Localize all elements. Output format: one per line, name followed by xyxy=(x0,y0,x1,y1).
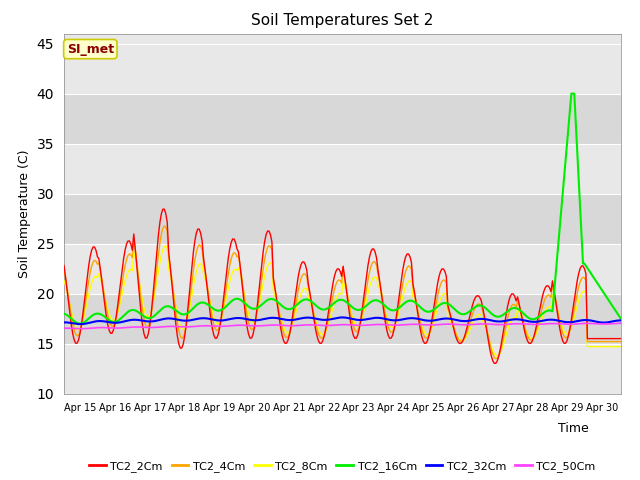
TC2_16Cm xyxy=(616,313,623,319)
Title: Soil Temperatures Set 2: Soil Temperatures Set 2 xyxy=(252,13,433,28)
TC2_16Cm xyxy=(76,321,84,326)
Line: TC2_16Cm: TC2_16Cm xyxy=(64,94,621,324)
TC2_32Cm xyxy=(81,321,88,327)
TC2_50Cm xyxy=(60,325,68,331)
TC2_2Cm xyxy=(79,311,87,316)
TC2_2Cm xyxy=(159,206,166,212)
TC2_4Cm xyxy=(79,316,87,322)
Line: TC2_8Cm: TC2_8Cm xyxy=(64,246,621,356)
TC2_8Cm xyxy=(60,278,68,284)
TC2_8Cm xyxy=(79,318,87,324)
TC2_4Cm xyxy=(97,267,104,273)
TC2_2Cm xyxy=(490,360,498,366)
Bar xyxy=(64,243,621,294)
TC2_50Cm xyxy=(617,320,625,326)
Line: TC2_32Cm: TC2_32Cm xyxy=(64,317,621,324)
TC2_2Cm xyxy=(543,283,550,289)
Text: Time: Time xyxy=(558,422,589,435)
TC2_2Cm xyxy=(348,326,356,332)
TC2_4Cm xyxy=(617,339,625,345)
TC2_32Cm xyxy=(60,320,68,325)
Y-axis label: Soil Temperature (C): Soil Temperature (C) xyxy=(18,149,31,278)
TC2_32Cm xyxy=(76,321,84,327)
TC2_32Cm xyxy=(460,318,468,324)
Bar xyxy=(64,44,621,94)
TC2_4Cm xyxy=(348,317,356,323)
TC2_2Cm xyxy=(97,266,104,272)
TC2_50Cm xyxy=(348,322,356,328)
TC2_16Cm xyxy=(81,319,88,325)
TC2_8Cm xyxy=(616,344,623,349)
TC2_50Cm xyxy=(81,326,88,332)
Bar xyxy=(64,144,621,193)
TC2_32Cm xyxy=(338,314,346,320)
TC2_4Cm xyxy=(60,267,68,273)
TC2_8Cm xyxy=(162,243,170,249)
TC2_8Cm xyxy=(543,305,550,311)
TC2_50Cm xyxy=(541,321,549,327)
Bar xyxy=(64,294,621,344)
TC2_4Cm xyxy=(616,339,623,345)
TC2_8Cm xyxy=(458,338,466,344)
Legend: TC2_2Cm, TC2_4Cm, TC2_8Cm, TC2_16Cm, TC2_32Cm, TC2_50Cm: TC2_2Cm, TC2_4Cm, TC2_8Cm, TC2_16Cm, TC2… xyxy=(85,457,600,477)
TC2_4Cm xyxy=(161,223,168,229)
TC2_16Cm xyxy=(541,309,549,315)
TC2_32Cm xyxy=(617,318,625,324)
TC2_4Cm xyxy=(458,338,466,344)
Line: TC2_50Cm: TC2_50Cm xyxy=(64,323,621,329)
Bar xyxy=(64,344,621,394)
TC2_16Cm xyxy=(348,304,356,310)
TC2_2Cm xyxy=(617,336,625,341)
TC2_16Cm xyxy=(617,316,625,322)
Line: TC2_4Cm: TC2_4Cm xyxy=(64,226,621,359)
Text: SI_met: SI_met xyxy=(67,43,114,56)
TC2_16Cm xyxy=(98,312,106,318)
TC2_2Cm xyxy=(60,263,68,268)
TC2_8Cm xyxy=(617,344,625,349)
TC2_8Cm xyxy=(493,353,501,359)
Bar xyxy=(64,94,621,144)
TC2_32Cm xyxy=(543,317,550,323)
TC2_32Cm xyxy=(98,318,106,324)
TC2_50Cm xyxy=(614,321,621,326)
TC2_32Cm xyxy=(616,318,623,324)
Line: TC2_2Cm: TC2_2Cm xyxy=(64,209,621,363)
TC2_32Cm xyxy=(349,316,357,322)
TC2_2Cm xyxy=(616,336,623,341)
TC2_50Cm xyxy=(458,322,466,328)
TC2_16Cm xyxy=(458,312,466,317)
TC2_4Cm xyxy=(492,356,500,362)
TC2_8Cm xyxy=(348,312,356,318)
TC2_16Cm xyxy=(568,91,575,96)
Bar xyxy=(64,193,621,243)
TC2_2Cm xyxy=(458,339,466,345)
TC2_50Cm xyxy=(77,326,85,332)
TC2_8Cm xyxy=(97,275,104,281)
TC2_50Cm xyxy=(98,324,106,330)
TC2_16Cm xyxy=(60,311,68,317)
TC2_4Cm xyxy=(543,293,550,299)
